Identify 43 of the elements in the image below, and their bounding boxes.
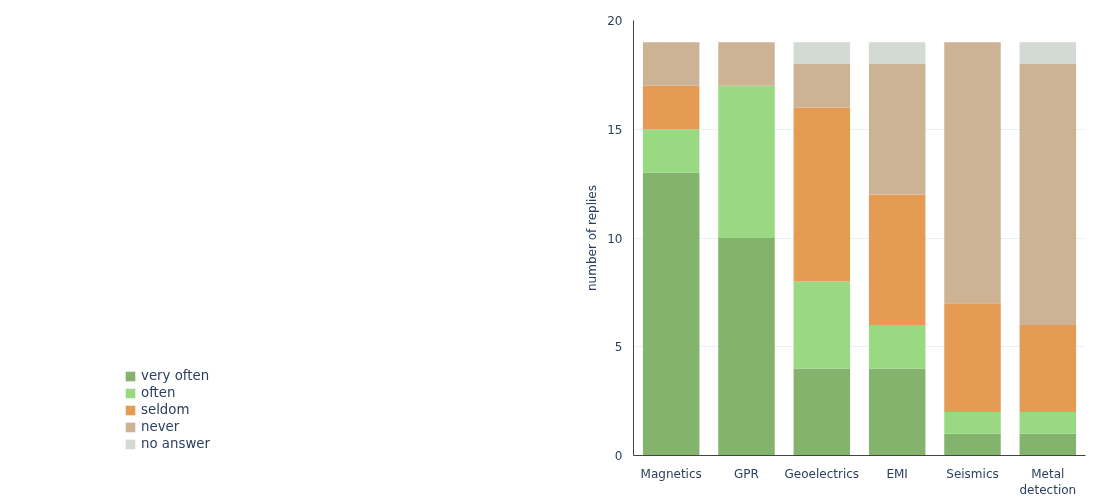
bar — [868, 325, 926, 369]
x-tick-label: Geoelectrics — [784, 466, 860, 481]
bar — [944, 42, 1001, 304]
y-axis-title: number of replies — [585, 184, 600, 291]
bar — [642, 172, 700, 456]
bar — [1019, 412, 1077, 434]
x-tick-label: Metal detection — [1019, 466, 1077, 498]
bar — [793, 281, 851, 369]
legend-label: never — [140, 419, 180, 434]
bar — [944, 412, 1001, 434]
y-tick-label: 0 — [614, 449, 623, 463]
x-tick-label: GPR — [734, 466, 759, 481]
bar — [1019, 64, 1077, 325]
bar — [868, 42, 926, 64]
y-tick-label: 5 — [614, 340, 623, 355]
bar — [793, 368, 851, 456]
bar — [793, 107, 851, 282]
bar — [642, 42, 700, 86]
legend-label: seldom — [140, 402, 190, 417]
legend-label: often — [140, 385, 176, 400]
bar — [1019, 325, 1077, 412]
bar — [793, 42, 851, 64]
bar — [718, 238, 775, 456]
bar — [718, 42, 775, 86]
x-tick-label: Seismics — [946, 466, 999, 481]
bar — [944, 303, 1001, 412]
x-tick-label: EMI — [886, 466, 908, 481]
bar — [1019, 42, 1077, 64]
bar — [642, 129, 700, 173]
bar — [642, 85, 700, 130]
bar — [868, 64, 926, 195]
y-tick-label: 10 — [607, 231, 623, 246]
legend-label: no answer — [140, 436, 210, 451]
y-tick-label: 15 — [607, 122, 623, 137]
bar — [793, 64, 851, 108]
bar — [868, 194, 926, 325]
legend-label: very often — [140, 368, 210, 383]
x-tick-label: Magnetics — [640, 466, 702, 481]
bar — [868, 368, 926, 456]
bar — [1019, 433, 1077, 456]
bar — [944, 433, 1001, 456]
y-tick-label: 20 — [607, 14, 623, 28]
bar — [718, 85, 775, 238]
